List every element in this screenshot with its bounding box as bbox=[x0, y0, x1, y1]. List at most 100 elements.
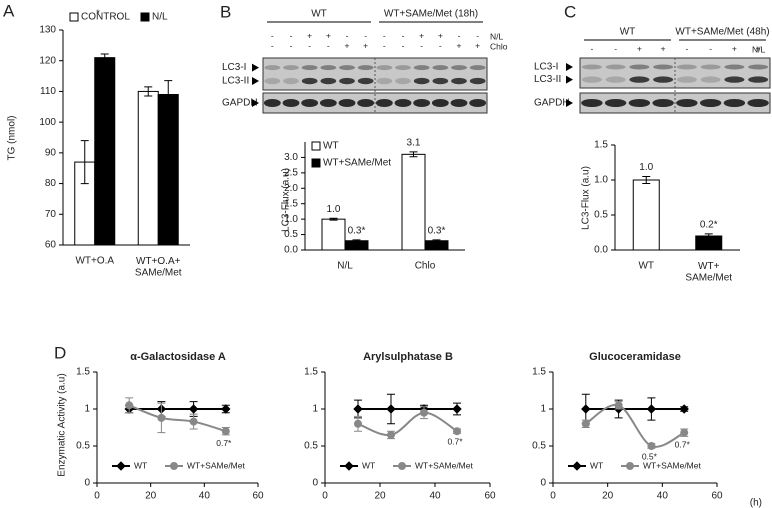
band bbox=[376, 77, 393, 85]
band bbox=[605, 76, 626, 83]
band bbox=[469, 99, 487, 107]
y-tick-label: 0.5 bbox=[284, 229, 298, 240]
legend-marker bbox=[170, 462, 178, 470]
band bbox=[339, 77, 355, 85]
band-label: LC3-I bbox=[222, 62, 246, 73]
treatment-sign: - bbox=[709, 43, 712, 53]
y-axis-label: LC3-Flux (a.u) bbox=[281, 168, 292, 232]
band bbox=[469, 77, 486, 85]
treatment-sign: + bbox=[363, 40, 368, 50]
y-tick-label: 1.0 bbox=[594, 175, 608, 186]
x-tick-label: 20 bbox=[602, 491, 614, 502]
band bbox=[338, 99, 356, 107]
band-arrow bbox=[252, 77, 259, 86]
band bbox=[394, 99, 412, 107]
band bbox=[357, 77, 374, 85]
value-label: 1.0 bbox=[639, 162, 653, 173]
band bbox=[413, 65, 430, 71]
treatment-sign: + bbox=[732, 43, 737, 53]
band-arrow bbox=[252, 99, 259, 107]
band bbox=[264, 65, 281, 71]
band bbox=[676, 99, 698, 107]
value-label: 0.5* bbox=[642, 451, 658, 461]
band bbox=[357, 99, 375, 107]
point bbox=[189, 417, 198, 426]
band bbox=[301, 77, 318, 85]
treatment-sign: - bbox=[383, 30, 386, 40]
treatment-sign: - bbox=[685, 43, 688, 53]
band bbox=[652, 99, 674, 107]
point bbox=[387, 430, 395, 439]
band bbox=[748, 64, 769, 70]
band bbox=[301, 99, 319, 107]
error-bar bbox=[100, 53, 109, 62]
y-tick-label: 1 bbox=[312, 404, 318, 415]
band bbox=[676, 76, 697, 83]
y-tick-label: 1.0 bbox=[284, 214, 298, 225]
point bbox=[614, 401, 623, 410]
x-tick-label: Chlo bbox=[415, 261, 436, 272]
y-tick-label: 0 bbox=[540, 478, 546, 489]
value-label: 1.0 bbox=[327, 204, 341, 215]
value-label: 0.7* bbox=[447, 437, 463, 447]
treatment-sign: + bbox=[637, 43, 642, 53]
band bbox=[413, 99, 431, 107]
legend-label: WT bbox=[362, 460, 375, 470]
treatment-sign: - bbox=[383, 40, 386, 50]
series-line bbox=[357, 411, 458, 437]
point bbox=[221, 427, 230, 436]
band bbox=[724, 64, 745, 70]
point bbox=[581, 419, 590, 428]
group-label: WT+SAMe/Met (18h) bbox=[384, 9, 478, 20]
treatment-sign: - bbox=[308, 40, 311, 50]
band bbox=[724, 76, 745, 83]
band bbox=[581, 76, 602, 83]
band bbox=[432, 77, 449, 85]
bar bbox=[137, 90, 159, 246]
band-arrow bbox=[566, 63, 573, 71]
group-label: WT bbox=[311, 9, 327, 20]
legend-swatch bbox=[311, 141, 321, 151]
y-tick-label: 0.5 bbox=[76, 441, 90, 452]
x-tick-label: 0 bbox=[94, 491, 100, 502]
y-tick-label: 0.5 bbox=[304, 441, 318, 452]
band bbox=[604, 99, 627, 107]
band bbox=[283, 65, 299, 71]
panel-label: D bbox=[54, 343, 66, 362]
band bbox=[605, 64, 626, 70]
band bbox=[676, 64, 697, 70]
bar bbox=[401, 153, 426, 251]
x-tick-label: WT bbox=[638, 261, 654, 272]
point bbox=[680, 428, 689, 437]
error-bar bbox=[164, 80, 173, 109]
legend-marker bbox=[572, 461, 582, 471]
error-bar bbox=[144, 86, 153, 97]
band bbox=[581, 99, 603, 107]
y-tick-label: 2.5 bbox=[284, 167, 298, 178]
y-tick-label: 1.5 bbox=[532, 367, 546, 378]
series-line bbox=[585, 403, 685, 448]
x-tick-label: WT+O.A+ SAMe/Met bbox=[135, 256, 182, 279]
band bbox=[723, 99, 746, 107]
x-tick-label: 20 bbox=[145, 491, 157, 502]
legend-label: WT+SAMe/Met bbox=[187, 460, 245, 470]
legend-label: WT+SAMe/Met bbox=[643, 460, 701, 470]
treatment-sign: - bbox=[590, 43, 593, 53]
treatment-sign: + bbox=[326, 30, 331, 40]
y-tick-label: 1.5 bbox=[304, 367, 318, 378]
bar bbox=[157, 94, 179, 246]
y-tick-label: 1 bbox=[540, 404, 546, 415]
bar bbox=[632, 179, 660, 251]
band bbox=[700, 64, 721, 70]
point bbox=[452, 404, 462, 414]
treatment-name: N/L bbox=[752, 44, 766, 54]
treatment-sign: - bbox=[402, 40, 405, 50]
y-tick-label: 0.5 bbox=[594, 210, 608, 221]
band bbox=[629, 76, 650, 83]
y-tick-label: 0 bbox=[312, 478, 318, 489]
value-label: 0.3* bbox=[348, 225, 366, 236]
error-bar bbox=[409, 151, 418, 158]
x-axis-label: (h) bbox=[750, 498, 762, 508]
treatment-sign: + bbox=[307, 30, 312, 40]
